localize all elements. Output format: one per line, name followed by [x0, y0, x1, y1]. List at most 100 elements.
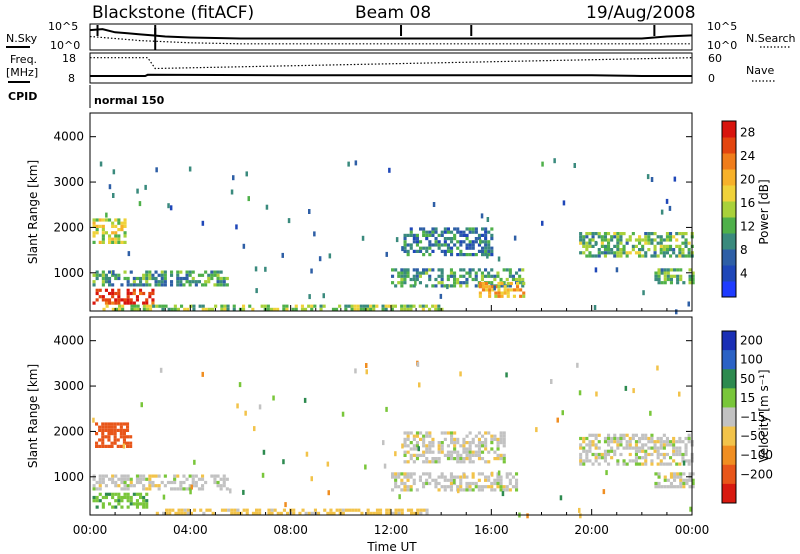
data-cell: [477, 488, 481, 492]
data-cell: [496, 444, 500, 448]
data-cell: [193, 508, 197, 512]
data-cell: [456, 277, 460, 282]
data-cell: [412, 434, 416, 438]
data-cell: [111, 495, 115, 500]
data-cell: [95, 291, 99, 296]
data-cell: [372, 307, 376, 311]
data-cell: [443, 478, 447, 482]
colorbar-segment: [722, 483, 736, 504]
data-cell: [232, 175, 235, 181]
data-cell: [236, 508, 240, 512]
colorbar-tick-label: −15: [740, 410, 765, 424]
data-cell: [92, 283, 96, 287]
data-cell: [111, 474, 115, 478]
data-cell: [317, 511, 321, 515]
data-cell: [120, 240, 124, 244]
data-cell: [388, 511, 392, 515]
data-cell: [403, 277, 407, 282]
data-cell: [422, 437, 426, 441]
data-cell: [95, 270, 99, 274]
data-cell: [477, 457, 481, 461]
data-cell: [663, 281, 667, 285]
data-cell: [92, 499, 96, 503]
data-cell: [310, 304, 314, 308]
data-cell: [381, 304, 385, 308]
data-cell: [300, 307, 304, 311]
data-cell: [497, 281, 501, 286]
data-cell: [493, 488, 497, 492]
data-cell: [440, 475, 444, 479]
data-cell: [607, 462, 611, 466]
data-cell: [497, 470, 501, 476]
data-cell: [133, 307, 137, 311]
data-cell: [136, 307, 140, 311]
data-cell: [499, 481, 503, 486]
data-cell: [132, 502, 136, 506]
data-cell: [597, 235, 601, 239]
data-cell: [678, 462, 682, 466]
data-cell: [443, 437, 447, 441]
data-cell: [477, 453, 481, 457]
data-cell: [647, 235, 651, 239]
data-cell: [502, 488, 506, 492]
data-cell: [362, 307, 366, 311]
data-cell: [665, 443, 669, 447]
data-cell: [191, 276, 195, 281]
data-cell: [428, 475, 432, 479]
data-cell: [650, 433, 654, 437]
data-cell: [503, 285, 507, 289]
data-cell: [656, 462, 660, 466]
data-cell: [179, 270, 183, 274]
data-cell: [99, 161, 103, 167]
data-cell: [428, 277, 432, 282]
data-cell: [622, 433, 626, 437]
data-cell: [465, 281, 469, 285]
data-cell: [170, 283, 174, 287]
data-cell: [669, 235, 673, 239]
data-cell: [499, 453, 503, 457]
data-cell: [508, 268, 512, 272]
data-cell: [191, 270, 195, 274]
data-cell: [114, 492, 118, 496]
data-cell: [434, 457, 438, 461]
data-cell: [145, 307, 149, 311]
data-cell: [182, 480, 186, 485]
data-cell: [484, 253, 488, 257]
data-cell: [459, 457, 463, 461]
data-cell: [610, 436, 614, 441]
data-cell: [418, 478, 422, 482]
data-cell: [132, 484, 136, 488]
data-cell: [579, 446, 583, 450]
data-cell: [616, 443, 620, 447]
data-cell: [673, 478, 677, 482]
data-cell: [468, 481, 472, 486]
data-cell: [622, 251, 626, 255]
data-cell: [647, 446, 651, 450]
data-cell: [600, 235, 604, 239]
data-cell: [663, 485, 667, 489]
data-cell: [585, 232, 589, 236]
data-cell: [437, 441, 441, 445]
data-cell: [92, 495, 96, 500]
data-cell: [625, 462, 629, 466]
data-cell: [428, 240, 432, 244]
data-cell: [92, 224, 96, 228]
data-cell: [98, 477, 102, 481]
data-cell: [499, 488, 503, 492]
data-cell: [104, 298, 108, 302]
data-cell: [681, 232, 685, 236]
data-cell: [412, 453, 416, 457]
data-cell: [214, 304, 218, 308]
data-cell: [123, 218, 127, 222]
data-cell: [666, 271, 670, 275]
data-cell: [323, 508, 327, 512]
data-cell: [145, 492, 149, 496]
data-cell: [477, 478, 481, 482]
data-cell: [662, 456, 666, 460]
data-cell: [657, 274, 661, 278]
data-cell: [266, 304, 270, 308]
data-cell: [450, 240, 454, 244]
data-cell: [98, 474, 102, 478]
data-cell: [449, 481, 453, 486]
data-cell: [500, 294, 504, 298]
